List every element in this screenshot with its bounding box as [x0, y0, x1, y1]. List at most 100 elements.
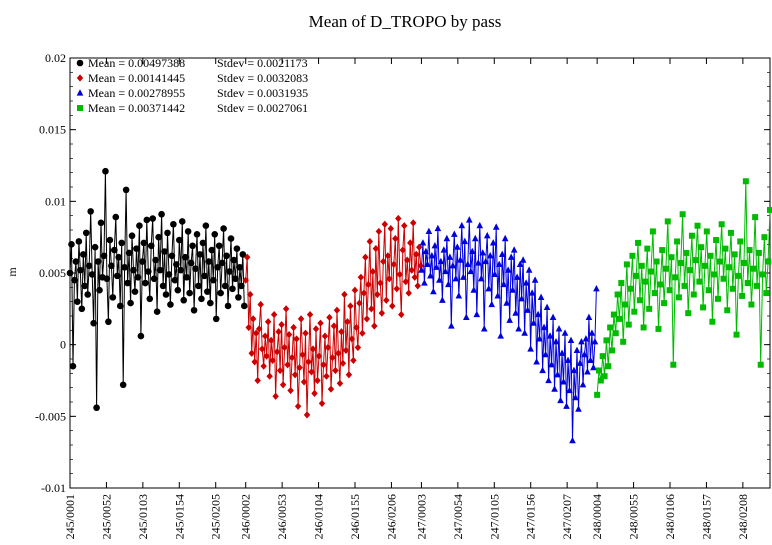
data-point: [448, 322, 455, 329]
data-point: [323, 372, 330, 380]
data-point: [486, 252, 494, 259]
series-1-line: [69, 171, 245, 408]
data-point: [561, 329, 569, 336]
data-point: [405, 289, 412, 297]
data-point: [183, 274, 190, 281]
data-point: [739, 292, 746, 299]
data-point: [596, 367, 603, 374]
data-point: [227, 235, 235, 242]
data-point: [506, 316, 513, 323]
data-point: [354, 343, 362, 352]
data-point: [664, 218, 671, 225]
data-point: [133, 245, 140, 252]
series-4: [594, 178, 772, 398]
data-point: [763, 290, 770, 297]
data-point: [612, 330, 619, 337]
data-point: [389, 302, 396, 310]
data-point: [620, 338, 627, 345]
data-point: [417, 262, 424, 270]
data-point: [569, 436, 576, 444]
data-point: [240, 302, 248, 310]
data-point: [242, 276, 249, 284]
data-point: [332, 366, 339, 375]
data-point: [477, 274, 485, 282]
data-point: [232, 275, 239, 283]
x-tick-label: 247/0105: [487, 494, 501, 539]
data-point: [468, 247, 476, 255]
data-point: [196, 251, 204, 258]
data-point: [139, 258, 146, 265]
data-point: [68, 241, 75, 248]
data-point: [207, 299, 214, 307]
data-point: [192, 265, 199, 273]
data-point: [116, 302, 124, 310]
data-point: [363, 315, 371, 323]
data-point: [165, 271, 173, 278]
data-point: [714, 295, 721, 302]
data-point: [594, 391, 601, 398]
x-tick-label: 245/0154: [172, 494, 186, 539]
data-point: [407, 239, 414, 247]
data-point: [142, 279, 149, 287]
x-tick-label: 245/0103: [136, 494, 150, 539]
data-point: [555, 325, 563, 332]
legend-mean: Mean = 0.00371442: [88, 101, 185, 115]
data-point: [740, 259, 747, 266]
data-point: [211, 231, 219, 238]
data-point: [414, 282, 421, 290]
data-point: [413, 250, 420, 258]
legend-stdev: Stdev = 0.0021173: [217, 56, 308, 70]
data-point: [578, 338, 585, 345]
data-point: [566, 386, 573, 394]
data-point: [105, 318, 112, 326]
data-point: [279, 381, 287, 389]
data-point: [137, 332, 145, 340]
data-point: [220, 225, 227, 232]
data-point: [610, 311, 617, 318]
data-point: [597, 377, 604, 384]
data-point: [692, 257, 699, 264]
data-point: [460, 273, 467, 280]
data-point: [560, 378, 567, 385]
data-point: [244, 253, 251, 261]
data-point: [90, 319, 97, 327]
data-point: [507, 253, 515, 260]
data-point: [143, 216, 151, 224]
data-point: [208, 246, 216, 254]
data-point: [315, 352, 323, 360]
data-point: [378, 309, 386, 317]
data-point: [381, 220, 389, 228]
data-point: [439, 296, 446, 303]
data-point: [722, 245, 729, 252]
data-point: [755, 249, 762, 256]
data-point: [411, 273, 418, 281]
data-point: [131, 288, 139, 295]
data-point: [675, 294, 682, 301]
data-point: [687, 267, 694, 274]
data-point: [677, 259, 684, 266]
data-point: [471, 234, 479, 242]
data-point: [266, 372, 273, 380]
data-point: [371, 322, 378, 330]
data-point: [108, 262, 115, 270]
data-point: [390, 260, 397, 268]
x-tick-label: 246/0206: [384, 494, 398, 539]
data-point: [551, 385, 558, 392]
data-point: [383, 296, 390, 304]
x-axis: 245/0001 245/0052 245/0103 245/0154 245/0205…: [63, 58, 750, 539]
data-point: [387, 224, 394, 233]
data-point: [540, 323, 548, 331]
data-point: [167, 301, 174, 308]
data-point: [488, 300, 496, 308]
data-point: [549, 313, 557, 321]
data-point: [341, 290, 348, 299]
data-point: [359, 329, 366, 337]
data-point: [128, 232, 136, 240]
data-point: [489, 239, 497, 246]
data-point: [357, 273, 365, 281]
data-point: [445, 280, 452, 288]
legend-mean: Mean = 0.00497388: [88, 56, 185, 70]
data-point: [297, 315, 305, 323]
data-point: [614, 291, 621, 298]
data-point: [635, 239, 642, 246]
